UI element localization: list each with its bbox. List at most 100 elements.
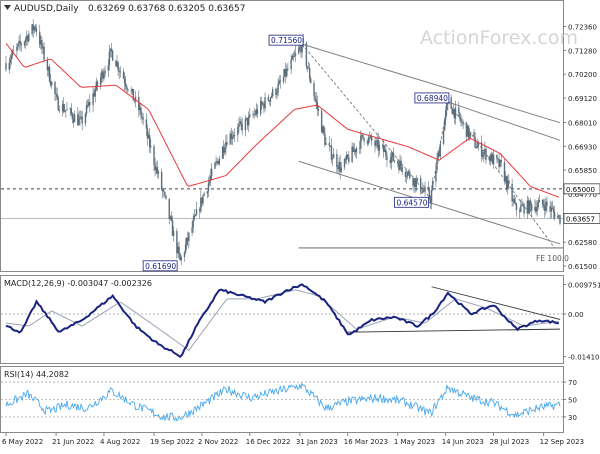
candle-body: [131, 89, 133, 92]
candle-body: [546, 201, 548, 206]
candle-body: [217, 161, 219, 165]
candle-body: [391, 152, 394, 157]
candle-body: [178, 246, 180, 254]
candle-body: [513, 199, 515, 203]
candle-body: [436, 159, 438, 171]
candle-body: [267, 97, 270, 101]
candle-body: [293, 55, 296, 57]
candle-body: [496, 154, 498, 159]
candle-body: [25, 36, 28, 40]
candle-body: [526, 200, 529, 214]
candle-body: [406, 172, 409, 177]
candle-body: [482, 154, 484, 157]
x-tick-label: 21 Jun 2022: [52, 438, 94, 446]
candle-body: [116, 62, 118, 67]
candle-body: [141, 115, 143, 118]
candle-body: [192, 219, 194, 228]
candle-body: [310, 78, 312, 84]
candle-body: [256, 109, 259, 114]
candle-body: [39, 31, 41, 45]
price-tick-label: 0.66930: [568, 143, 597, 151]
candle-body: [523, 204, 525, 214]
candle-body: [325, 143, 327, 145]
candle-body: [450, 97, 452, 109]
candle-body: [276, 92, 278, 95]
candle-body: [398, 164, 400, 170]
candle-body: [393, 160, 396, 162]
candle-body: [9, 59, 12, 63]
price-annotation-box: [414, 92, 450, 104]
candle-body: [249, 114, 251, 117]
candle-body: [290, 59, 292, 70]
candle-body: [461, 122, 463, 124]
candle-body: [209, 176, 212, 180]
candle-body: [254, 113, 256, 115]
candle-body: [232, 135, 235, 137]
candle-body: [527, 200, 530, 213]
price-tick-label: 0.61500: [568, 263, 597, 271]
candle-body: [544, 206, 546, 211]
candle-body: [368, 137, 371, 139]
candle-body: [400, 160, 402, 167]
candle-body: [43, 46, 45, 60]
candle-body: [132, 89, 135, 101]
candle-body: [354, 149, 357, 153]
candle-body: [269, 97, 272, 102]
candle-body: [123, 78, 126, 84]
candle-body: [363, 137, 365, 142]
candle-body: [146, 128, 149, 139]
candle-body: [378, 145, 381, 151]
candle-body: [332, 154, 335, 159]
candle-body: [355, 147, 358, 153]
candle-body: [216, 161, 218, 162]
candle-body: [142, 117, 144, 120]
candle-body: [404, 172, 407, 177]
candle-body: [437, 152, 439, 159]
candle-body: [238, 124, 240, 127]
rsi-title: RSI(14) 44.2082: [4, 370, 69, 379]
candle-body: [170, 216, 173, 221]
candle-body: [109, 48, 112, 52]
candle-body: [468, 133, 471, 138]
candle-body: [538, 199, 541, 203]
candle-body: [384, 149, 386, 153]
candle-body: [133, 100, 136, 102]
candle-body: [337, 167, 339, 170]
candle-body: [201, 197, 203, 204]
candle-body: [17, 43, 19, 47]
candle-body: [451, 108, 453, 115]
candle-body: [240, 121, 242, 124]
candle-body: [536, 207, 538, 212]
candle-body: [263, 103, 265, 109]
candle-body: [101, 71, 103, 77]
candle-body: [503, 162, 506, 182]
candle-body: [424, 186, 426, 191]
fe-label: FE 100.0: [536, 254, 569, 263]
price-tick-label: 0.65850: [568, 167, 597, 175]
candle-body: [187, 237, 189, 242]
candle-body: [215, 161, 217, 163]
x-tick-label: 19 Sep 2022: [150, 438, 194, 446]
candle-body: [208, 180, 211, 184]
candle-body: [422, 189, 424, 193]
x-tick-label: 31 Jan 2023: [296, 438, 338, 446]
candle-body: [229, 133, 231, 145]
candle-body: [233, 135, 236, 136]
candle-body: [119, 71, 121, 73]
candle-body: [552, 208, 555, 212]
wave-line: [430, 101, 449, 199]
candle-body: [511, 183, 513, 202]
candle-body: [340, 167, 342, 172]
rsi-tick-label: 50: [568, 397, 577, 405]
channel-line: [301, 43, 561, 124]
candle-body: [246, 117, 249, 126]
candle-body: [77, 114, 79, 126]
candle-body: [423, 189, 425, 191]
dropdown-triangle-icon[interactable]: [4, 5, 11, 10]
candle-body: [70, 108, 72, 114]
candle-body: [33, 26, 35, 31]
candle-body: [168, 198, 170, 219]
candle-body: [386, 155, 388, 160]
candle-body: [81, 116, 83, 124]
candle-body: [41, 40, 43, 49]
